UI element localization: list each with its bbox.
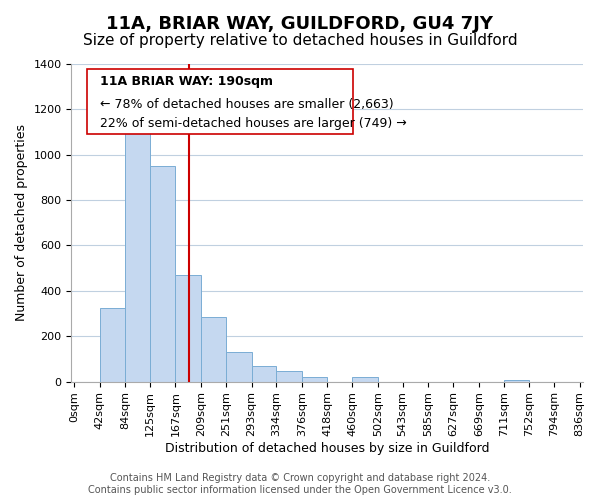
Bar <box>175 275 201 382</box>
Bar <box>201 317 226 382</box>
Text: Contains HM Land Registry data © Crown copyright and database right 2024.
Contai: Contains HM Land Registry data © Crown c… <box>88 474 512 495</box>
Bar <box>302 377 327 382</box>
FancyBboxPatch shape <box>87 69 353 134</box>
Bar <box>251 366 277 382</box>
Bar <box>100 308 125 382</box>
Bar <box>125 128 150 382</box>
Text: ← 78% of detached houses are smaller (2,663)
22% of semi-detached houses are lar: ← 78% of detached houses are smaller (2,… <box>100 98 406 130</box>
Text: 11A BRIAR WAY: 190sqm: 11A BRIAR WAY: 190sqm <box>100 75 272 88</box>
Bar <box>352 377 378 382</box>
Bar <box>150 166 175 382</box>
Bar <box>277 372 302 382</box>
Text: 11A, BRIAR WAY, GUILDFORD, GU4 7JY: 11A, BRIAR WAY, GUILDFORD, GU4 7JY <box>107 15 493 33</box>
Y-axis label: Number of detached properties: Number of detached properties <box>15 124 28 322</box>
Bar <box>504 380 529 382</box>
X-axis label: Distribution of detached houses by size in Guildford: Distribution of detached houses by size … <box>165 442 490 455</box>
Bar <box>226 352 251 382</box>
Text: Size of property relative to detached houses in Guildford: Size of property relative to detached ho… <box>83 32 517 48</box>
